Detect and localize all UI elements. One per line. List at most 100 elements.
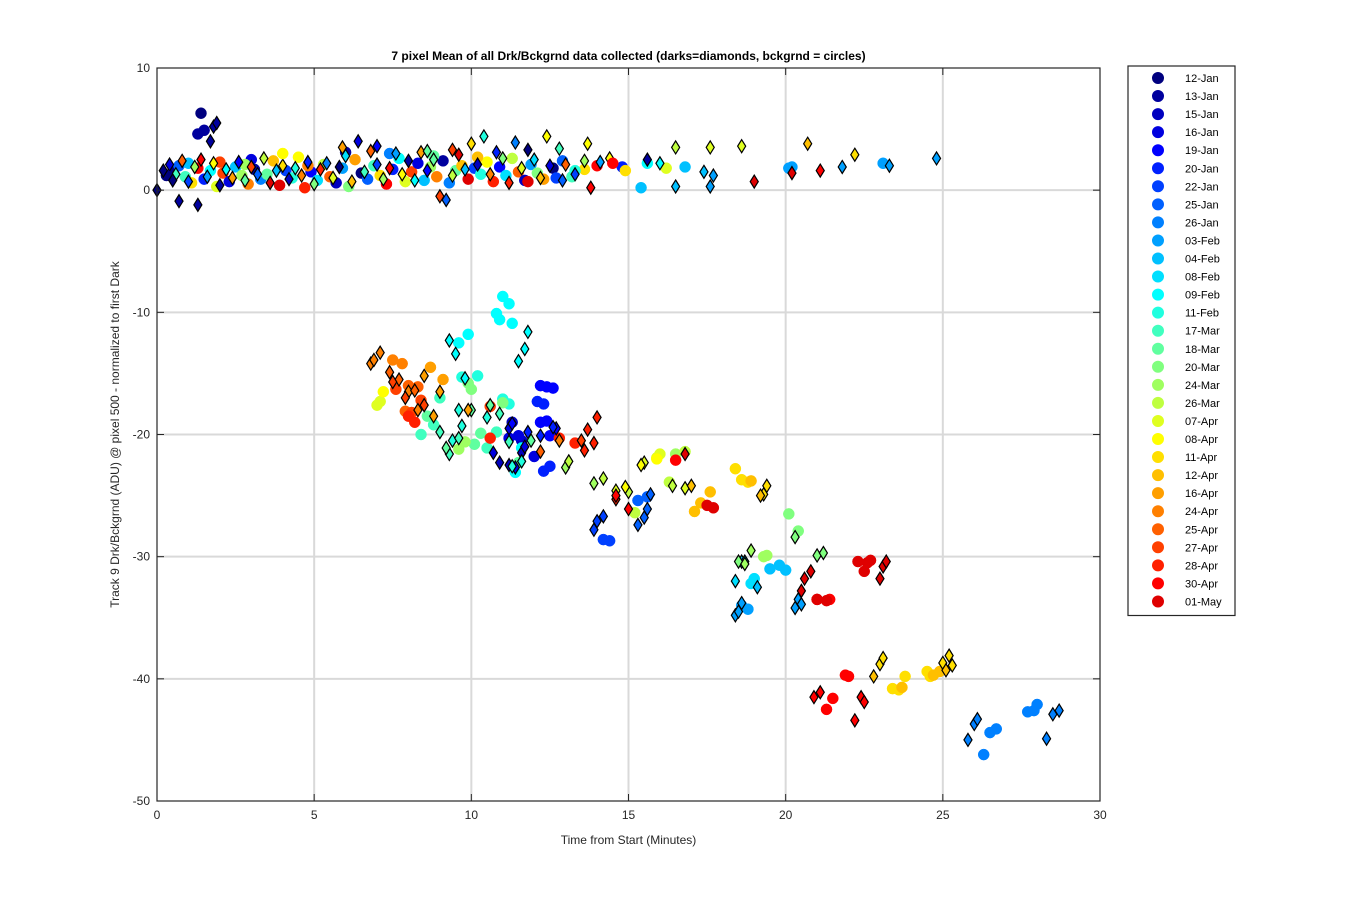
dark-point [388, 374, 398, 390]
dark-point [457, 418, 467, 434]
legend-marker [1152, 180, 1164, 193]
x-tick-label: 20 [779, 808, 793, 822]
dark-point [787, 165, 797, 181]
dark-point [378, 171, 389, 187]
bckgrnd-point [462, 173, 474, 185]
y-tick-label: -10 [133, 305, 151, 319]
dark-point [623, 501, 634, 517]
dark-point [463, 402, 473, 418]
data-points [152, 107, 1064, 761]
dark-point [548, 419, 558, 435]
x-tick-label: 10 [465, 808, 479, 822]
legend-entry: 22-Jan [1185, 181, 1219, 193]
legend-marker [1152, 360, 1164, 373]
dark-point [205, 133, 216, 149]
dark-point [670, 178, 681, 195]
dark-point [752, 579, 763, 595]
legend-entry: 07-Apr [1185, 416, 1218, 428]
bckgrnd-point [497, 290, 509, 303]
dark-point [740, 556, 750, 572]
bckgrnd-point [437, 373, 449, 386]
dark-point [353, 133, 363, 149]
x-tick-label: 0 [154, 808, 161, 822]
dark-point [384, 160, 395, 176]
dark-point [796, 583, 807, 599]
dark-point [526, 432, 536, 449]
dark-point [422, 162, 433, 179]
legend-entry: 26-Jan [1185, 217, 1219, 229]
legend-entry: 18-Mar [1185, 344, 1220, 356]
dark-point [193, 197, 203, 213]
dark-point [579, 442, 590, 459]
dark-point [516, 453, 527, 470]
bckgrnd-point [409, 416, 421, 429]
dark-point [472, 156, 483, 173]
dark-point [535, 443, 546, 460]
dark-point [196, 151, 206, 168]
bckgrnd-point [377, 385, 390, 398]
dark-point [586, 180, 596, 196]
dark-point [560, 156, 571, 173]
dark-point [174, 193, 184, 209]
bckgrnd-point [864, 554, 877, 567]
axis-ticks: 0 5 10 15 20 25 30 10 0 -10 -20 -30 -40 -50 [133, 61, 1107, 822]
bckgrnd-point [497, 396, 509, 409]
legend-marker [1152, 451, 1164, 464]
dark-point [400, 390, 411, 406]
legend-marker [1152, 288, 1164, 301]
dark-point [667, 478, 678, 494]
bckgrnd-point [745, 475, 757, 487]
dark-point [428, 151, 439, 168]
dark-point [271, 162, 282, 179]
dark-point [799, 571, 810, 587]
dark-point [1054, 702, 1064, 719]
legend-marker [1152, 306, 1164, 319]
dark-point [639, 509, 649, 526]
dark-point [447, 167, 458, 184]
bckgrnd-point [544, 460, 556, 473]
dark-point [454, 402, 464, 418]
x-tick-label: 30 [1093, 808, 1107, 822]
legend-entry: 27-Apr [1185, 542, 1218, 554]
dark-point [582, 421, 593, 438]
dark-point [881, 553, 891, 570]
bckgrnd-point [195, 107, 207, 119]
dark-point [303, 154, 313, 170]
dark-point [189, 159, 200, 175]
dark-point [479, 128, 489, 145]
legend-entry: 12-Jan [1185, 73, 1219, 85]
x-tick-label: 15 [622, 808, 636, 822]
bckgrnd-point [704, 486, 716, 498]
bckgrnd-point [503, 298, 515, 310]
legend-marker [1152, 433, 1164, 445]
legend-marker [1152, 523, 1164, 536]
dark-point [815, 162, 825, 179]
bckgrnd-point [292, 151, 305, 163]
dark-point [633, 517, 643, 533]
bckgrnd-point [688, 505, 701, 518]
dark-point [384, 364, 395, 380]
bckgrnd-point [267, 155, 280, 167]
bckgrnd-point [899, 670, 911, 683]
bckgrnd-point [896, 681, 908, 694]
bckgrnd-point [481, 156, 493, 168]
dark-point [686, 478, 697, 494]
dark-point [520, 341, 530, 357]
y-tick-label: -20 [133, 428, 151, 442]
bckgrnd-point [522, 175, 534, 188]
dark-point [334, 159, 345, 175]
dark-point [545, 158, 555, 174]
bckgrnd-point [977, 748, 990, 761]
bckgrnd-point [607, 157, 619, 170]
dark-point [265, 175, 275, 191]
legend-marker [1152, 487, 1164, 500]
legend-entry: 08-Feb [1185, 272, 1220, 284]
dark-point [485, 397, 495, 413]
bckgrnd-point [1031, 698, 1043, 711]
bckgrnd-point [619, 164, 632, 177]
dark-point [535, 428, 546, 444]
bckgrnd-point [396, 357, 408, 370]
dark-point [642, 151, 653, 168]
dark-point [507, 415, 517, 432]
